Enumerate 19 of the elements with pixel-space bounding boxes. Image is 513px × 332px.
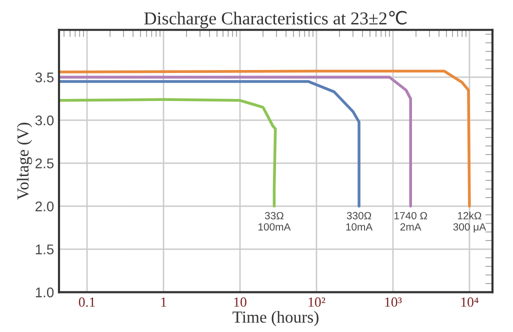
x-tick-label: 0.1 bbox=[78, 297, 95, 307]
annotation: 1740 Ω 2mA bbox=[394, 212, 428, 230]
x-tick-label: 10⁴ bbox=[461, 297, 478, 307]
annotation: 12kΩ 300 μA bbox=[453, 212, 486, 232]
y-tick-label: 1.5 bbox=[36, 244, 54, 254]
annotation: 33Ω 100mA bbox=[258, 212, 291, 231]
x-tick-label: 10² bbox=[308, 297, 326, 307]
chart-title: Discharge Characteristics at 23±2℃ bbox=[144, 10, 406, 28]
y-tick-label: 3.0 bbox=[35, 116, 54, 126]
x-tick-label: 10 bbox=[234, 297, 246, 307]
x-tick-label: 10³ bbox=[385, 297, 402, 307]
x-axis-title: Time (hours) bbox=[232, 311, 318, 326]
y-tick-label: 2.0 bbox=[36, 202, 54, 212]
y-axis-title: Voltage (V) bbox=[16, 122, 32, 200]
annotation: 330Ω 10mA bbox=[346, 212, 373, 231]
x-tick-label: 1 bbox=[161, 297, 166, 307]
y-tick-label: 1.0 bbox=[36, 287, 54, 298]
y-tick-label: 2.5 bbox=[36, 158, 54, 168]
y-tick-label: 3.5 bbox=[35, 72, 54, 82]
